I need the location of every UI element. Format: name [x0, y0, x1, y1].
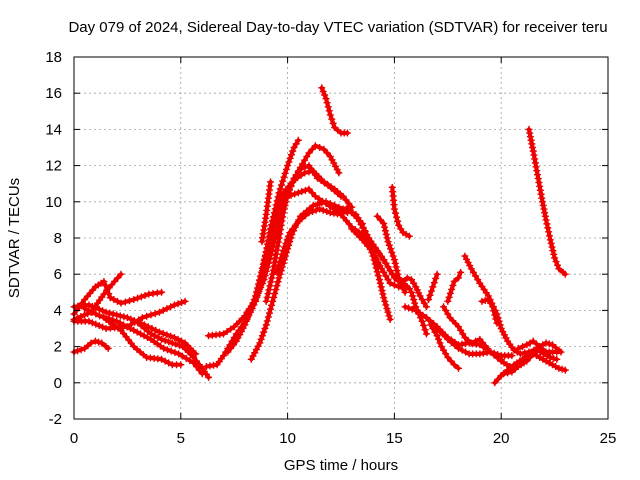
series-track-26: [425, 270, 441, 304]
series-track-22: [388, 183, 413, 240]
series-markers: [81, 305, 206, 378]
series-track-31: [461, 252, 561, 363]
series-track-6: [102, 315, 185, 369]
x-tick-label: 10: [279, 430, 296, 447]
series-trail: [244, 187, 350, 315]
series-markers: [525, 125, 569, 278]
y-tick-label: -2: [49, 411, 62, 428]
series-markers: [395, 274, 430, 311]
grid: [74, 57, 608, 419]
series-track-8: [134, 319, 213, 381]
x-tick-label: 5: [177, 430, 185, 447]
series-track-35: [514, 337, 565, 356]
y-tick-label: 6: [54, 266, 62, 283]
series-track-2: [70, 270, 125, 323]
y-tick-label: 12: [45, 158, 62, 175]
series-markers: [425, 270, 441, 304]
data-series: [70, 84, 569, 387]
y-axis-label: SDTVAR / TECUs: [6, 178, 23, 298]
chart-title: Day 079 of 2024, Sidereal Day-to-day VTE…: [68, 19, 607, 36]
y-tick-label: 14: [45, 121, 62, 138]
series-track-29: [440, 303, 505, 363]
series-track-36: [525, 125, 569, 278]
x-axis-label: GPS time / hours: [284, 457, 398, 474]
series-markers: [352, 210, 394, 323]
x-tick-label: 0: [70, 430, 78, 447]
series-markers: [102, 315, 185, 369]
axis-ticks: 0 5 10 15 20 25 -2 0 2 4 6 8 10 12 14 16 18: [45, 49, 616, 447]
series-markers: [499, 350, 569, 378]
y-tick-label: 0: [54, 375, 62, 392]
series-track-34: [499, 350, 569, 378]
x-tick-label: 15: [386, 430, 403, 447]
y-tick-label: 2: [54, 339, 62, 356]
series-track-30: [444, 268, 465, 305]
series-track-23: [395, 274, 430, 311]
series-track-15: [262, 162, 345, 305]
series-markers: [444, 268, 465, 305]
series-markers: [262, 162, 345, 305]
y-tick-label: 16: [45, 85, 62, 102]
series-markers: [427, 321, 462, 372]
y-tick-label: 18: [45, 49, 62, 66]
y-tick-label: 4: [54, 302, 62, 319]
x-tick-label: 25: [600, 430, 617, 447]
series-trail: [249, 199, 365, 362]
series-markers: [243, 185, 351, 316]
x-tick-label: 20: [493, 430, 510, 447]
series-track-20: [352, 210, 394, 323]
series-markers: [440, 303, 505, 363]
series-track-32: [478, 296, 501, 327]
series-track-17: [318, 84, 351, 137]
series-track-21: [373, 212, 411, 291]
series-track-7: [70, 337, 112, 356]
series-markers: [478, 296, 501, 327]
series-track-14: [258, 178, 275, 246]
y-tick-label: 8: [54, 230, 62, 247]
series-markers: [514, 337, 565, 356]
series-markers: [318, 84, 351, 137]
series-markers: [258, 178, 275, 246]
y-tick-label: 10: [45, 194, 62, 211]
series-markers: [388, 183, 413, 240]
series-track-28: [427, 321, 462, 372]
series-markers: [134, 319, 213, 381]
